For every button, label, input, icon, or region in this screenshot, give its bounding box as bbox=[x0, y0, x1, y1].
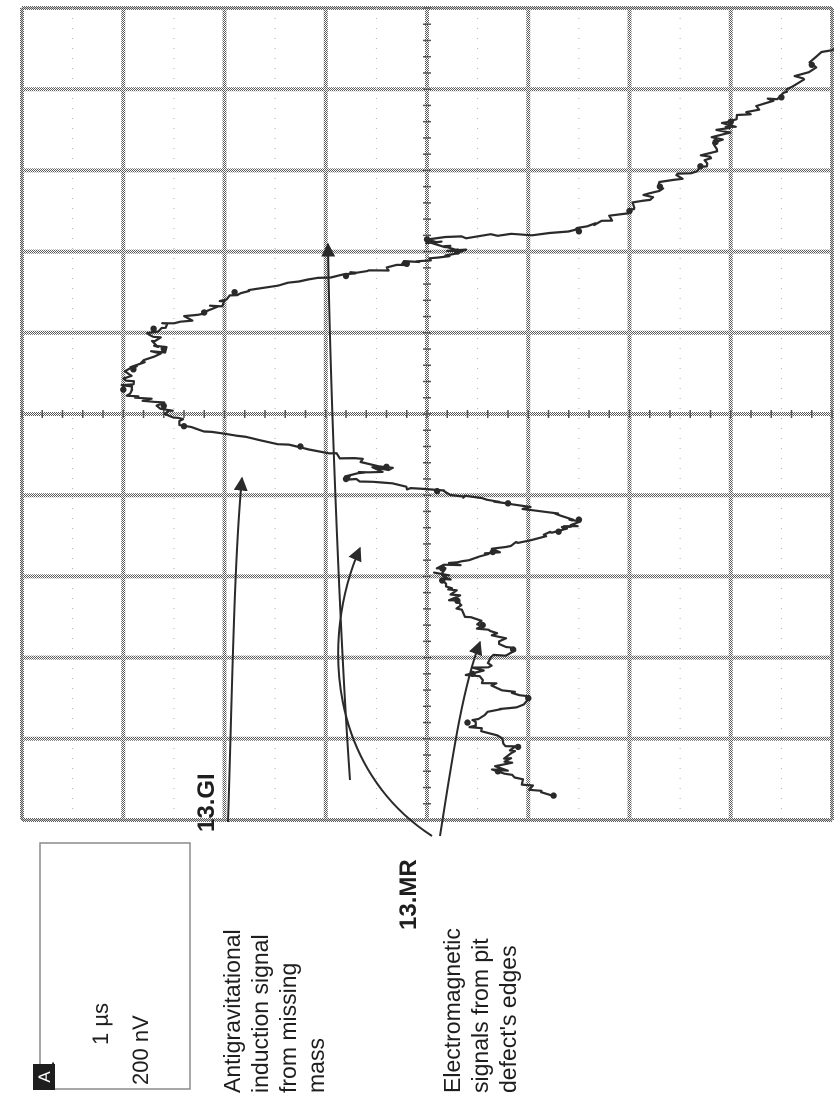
trace-point bbox=[712, 138, 719, 146]
trace-point bbox=[342, 272, 350, 280]
trace-point bbox=[697, 163, 704, 170]
trace-point bbox=[808, 61, 815, 68]
channel-settings-box bbox=[39, 842, 191, 1090]
trace-point bbox=[454, 597, 461, 604]
scope-center-ticks bbox=[21, 7, 833, 805]
trace-point bbox=[342, 475, 350, 483]
trace-point bbox=[439, 565, 446, 572]
mr-tag: 13.MR bbox=[395, 859, 422, 930]
mr-line-1: Electromagnetic bbox=[439, 928, 465, 1093]
mr-line-2: signals from pit bbox=[467, 938, 493, 1093]
trace-line bbox=[120, 47, 834, 797]
trace-point bbox=[297, 443, 304, 450]
trace-point bbox=[626, 207, 633, 215]
trace-point bbox=[555, 528, 562, 535]
channel-number: 1 bbox=[38, 1062, 58, 1072]
gi-line-4: mass bbox=[303, 1038, 329, 1093]
trace-point bbox=[504, 500, 512, 507]
trace-point bbox=[494, 768, 502, 775]
trace-point bbox=[727, 118, 734, 125]
trace-point bbox=[479, 621, 486, 629]
trace-point bbox=[423, 236, 431, 243]
annotation-arrows bbox=[227, 242, 483, 837]
gi-line-2: induction signal bbox=[247, 934, 273, 1093]
trace-point bbox=[160, 402, 167, 410]
gi-arrow-to-peak bbox=[227, 476, 248, 823]
trace-point bbox=[509, 646, 517, 653]
trace-point bbox=[383, 463, 390, 470]
trace-point bbox=[160, 345, 167, 353]
channel-badge: A bbox=[33, 1064, 55, 1090]
trace-point bbox=[550, 792, 557, 799]
mr-line-3: defect's edges bbox=[495, 945, 521, 1093]
trace-point bbox=[514, 743, 522, 751]
gi-tag: 13.GI bbox=[193, 773, 220, 832]
trace-point bbox=[489, 548, 496, 556]
volts-per-division: 200 nV bbox=[128, 1015, 153, 1085]
trace-point bbox=[464, 719, 471, 726]
time-per-division: 1 µs bbox=[88, 1003, 113, 1045]
trace-point bbox=[130, 366, 137, 373]
trace-point bbox=[575, 228, 583, 235]
trace-point bbox=[454, 248, 461, 255]
trace-point bbox=[120, 386, 127, 393]
trace-point bbox=[656, 183, 664, 190]
trace-point bbox=[231, 289, 238, 296]
trace-point bbox=[575, 516, 583, 523]
trace-point bbox=[403, 260, 410, 267]
trace-point bbox=[150, 325, 157, 332]
trace-point bbox=[433, 487, 441, 495]
gi-line-1: Antigravitational bbox=[219, 929, 245, 1093]
trace-point bbox=[180, 423, 188, 430]
mr-arrow-lower bbox=[439, 640, 483, 837]
trace-point bbox=[778, 94, 785, 101]
channel-badge-letter: A bbox=[35, 1071, 54, 1083]
trace-point bbox=[201, 309, 208, 316]
gi-line-3: from missing bbox=[275, 963, 301, 1093]
mr-arrow-upper bbox=[337, 546, 433, 837]
trace-point bbox=[525, 695, 532, 702]
trace-point bbox=[439, 577, 446, 584]
mr-annotation-text: Electromagnetic signals from pit defect'… bbox=[439, 928, 521, 1093]
trace-layer bbox=[120, 47, 834, 799]
gi-annotation-text: Antigravitational induction signal from … bbox=[219, 929, 329, 1093]
